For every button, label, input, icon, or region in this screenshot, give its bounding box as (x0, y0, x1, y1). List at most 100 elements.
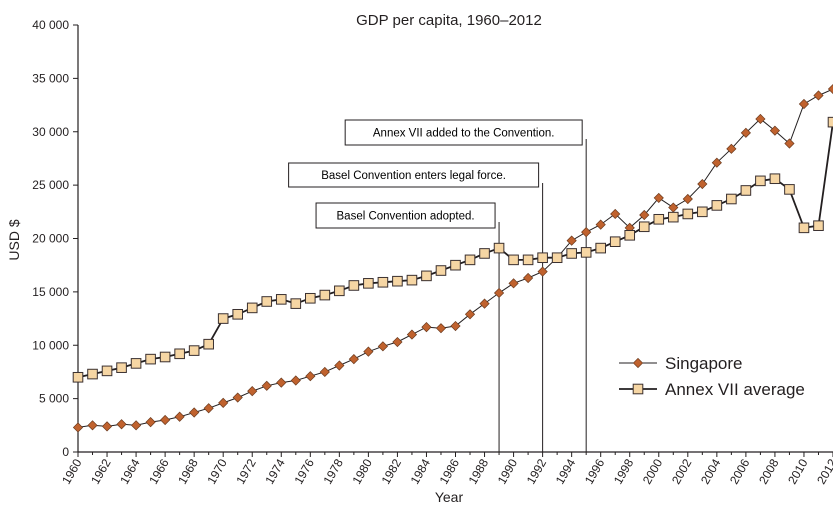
singapore-point (784, 138, 795, 149)
singapore-point (305, 371, 316, 382)
annex-vii-point (464, 254, 476, 266)
x-tick-label: 1994 (553, 456, 579, 486)
singapore-point (363, 346, 374, 357)
singapore-point (189, 407, 200, 418)
x-axis-label: Year (435, 489, 464, 505)
annex-vii-point (479, 248, 490, 259)
annotation-label: Annex VII added to the Convention. (373, 128, 555, 140)
x-tick-label: 1972 (233, 456, 259, 486)
singapore-point (87, 420, 98, 431)
singapore-point (581, 227, 592, 238)
singapore-point (145, 417, 156, 428)
x-tick-label: 1970 (204, 456, 230, 486)
annex-vii-point (377, 276, 389, 288)
annex-vii-point (784, 184, 795, 195)
annex-vii-point (116, 362, 127, 373)
annex-vii-point (319, 289, 331, 301)
annex-vii-point (667, 211, 679, 223)
legend-marker-square (632, 383, 644, 395)
singapore-point (232, 392, 243, 403)
x-tick-label: 1996 (582, 456, 608, 486)
singapore-point (72, 422, 84, 433)
annex-vii-point (334, 285, 345, 297)
annex-vii-point (145, 353, 156, 365)
singapore-point (523, 272, 534, 284)
singapore-point (566, 235, 577, 246)
annex-vii-point (159, 351, 171, 363)
singapore-point (479, 298, 490, 309)
singapore-point (450, 320, 461, 332)
annex-vii-point (348, 280, 360, 291)
y-tick-label: 25 000 (32, 178, 69, 192)
legend-marker-diamond (632, 357, 644, 369)
annex-vii-point (450, 259, 461, 271)
annex-vii-point (217, 313, 229, 324)
y-tick-label: 0 (62, 445, 69, 459)
singapore-point (610, 208, 621, 220)
legend-label: Annex VII average (665, 380, 805, 399)
singapore-point (218, 397, 229, 408)
singapore-point (493, 287, 505, 299)
singapore-point (203, 403, 214, 414)
annex-vii-point (203, 338, 214, 350)
x-tick-label: 1976 (291, 456, 317, 486)
singapore-point (130, 420, 142, 431)
y-tick-label: 10 000 (32, 338, 69, 352)
annotation-box (288, 162, 540, 188)
y-tick-label: 5 000 (39, 392, 69, 406)
x-tick-label: 2002 (669, 456, 695, 486)
annex-vii-point (740, 185, 752, 196)
x-tick-label: 1990 (495, 456, 521, 486)
singapore-point (798, 98, 810, 110)
singapore-point (334, 360, 345, 371)
annex-vii-point (261, 296, 273, 307)
annex-vii-point (305, 292, 316, 304)
x-tick-label: 1968 (175, 456, 201, 486)
singapore-point (697, 178, 708, 190)
x-tick-label: 1960 (59, 456, 85, 486)
singapore-point (247, 386, 258, 397)
annex-vii-point (232, 308, 244, 320)
annotation-label: Basel Convention adopted. (337, 211, 475, 223)
legend-item: Singapore (619, 354, 743, 373)
annex-vii-point (827, 116, 833, 128)
singapore-point (406, 329, 418, 340)
x-tick-label: 1986 (437, 456, 463, 486)
x-tick-label: 1998 (611, 456, 637, 486)
singapore-point (711, 157, 722, 168)
x-tick-label: 1984 (408, 456, 434, 486)
annex-vii-point (522, 254, 534, 266)
singapore-point (116, 419, 127, 430)
singapore-point (290, 375, 301, 386)
singapore-point (682, 193, 693, 205)
annex-vii-point (595, 242, 606, 254)
legend-label: Singapore (665, 354, 743, 373)
annex-vii-point (566, 248, 577, 259)
singapore-point (261, 380, 272, 391)
annex-vii-point (624, 229, 636, 241)
annex-vii-point (421, 270, 432, 282)
x-tick-label: 1964 (117, 456, 143, 486)
annex-vii-point (363, 278, 374, 289)
axes: 0 5 000 10 000 15 000 20 000 25 000 30 000 35 0… (32, 18, 833, 487)
singapore-point (726, 143, 737, 154)
x-tick-label: 1982 (379, 456, 405, 486)
singapore-point (319, 366, 330, 378)
singapore-point (740, 127, 751, 138)
annex-vii-point (87, 368, 98, 380)
singapore-point (101, 421, 113, 432)
singapore-point (813, 90, 824, 101)
annex-vii-point (609, 236, 621, 248)
y-tick-label: 40 000 (32, 18, 69, 32)
singapore-point (827, 83, 833, 95)
x-tick-label: 2012 (814, 456, 833, 486)
singapore-point (755, 113, 766, 125)
annex-vii-point (72, 371, 84, 383)
annex-vii-point (101, 365, 113, 377)
annotations: Basel Convention adopted. Basel Conventio… (288, 119, 587, 452)
legend: Singapore Annex VII average (619, 354, 805, 399)
singapore-point (769, 125, 781, 136)
x-tick-label: 1966 (146, 456, 172, 486)
singapore-point (435, 323, 447, 334)
annotation: Basel Convention enters legal force. (288, 162, 540, 188)
